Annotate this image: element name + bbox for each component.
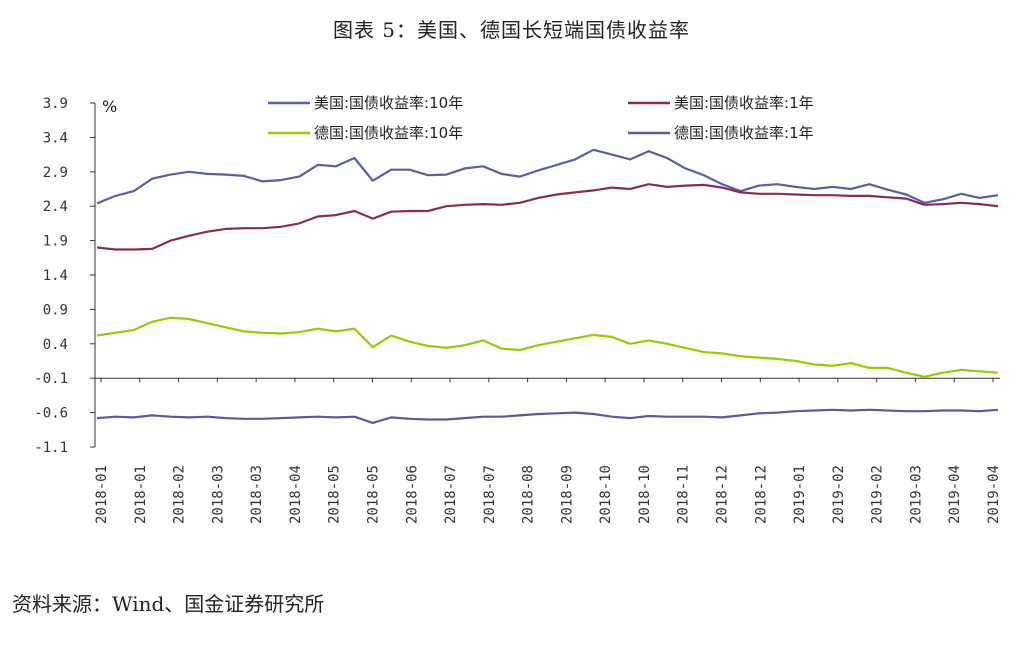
series-line-2 — [96, 183, 999, 251]
source-note: 资料来源：Wind、国金证券研究所 — [12, 592, 325, 616]
y-tick-label: 2.4 — [43, 199, 68, 215]
x-tick-label: 2018-05 — [327, 465, 343, 524]
x-tick-label: 2018-03 — [249, 465, 265, 524]
x-tick-label: 2018-07 — [482, 465, 498, 524]
x-tick-label: 2019-02 — [870, 465, 886, 524]
y-tick-label: 1.4 — [43, 268, 68, 284]
y-unit-label: % — [102, 97, 117, 116]
x-tick-label: 2019-04 — [986, 465, 1002, 524]
legend-label-3: 德国:国债收益率:10年 — [314, 124, 463, 142]
x-tick-label: 2018-06 — [404, 465, 420, 524]
y-tick-label: 0.4 — [43, 337, 68, 353]
line-chart: 3.9 3.4 2.9 2.4 1.9 1.4 0.9 0.4 -0.1 -0.6 -1.1% 201… — [34, 94, 1002, 524]
x-tick-label: 2018-12 — [715, 465, 731, 524]
x-tick-label: 2018-04 — [288, 465, 304, 524]
x-tick-label: 2018-01 — [94, 465, 110, 524]
series-line-1 — [96, 148, 999, 205]
series-line-3 — [96, 316, 999, 378]
y-tick-label: -1.1 — [34, 440, 68, 456]
series-line-4 — [96, 408, 999, 424]
x-tick-label: 2018-11 — [676, 465, 692, 524]
x-tick-label: 2018-07 — [443, 465, 459, 524]
y-tick-label: 3.9 — [43, 96, 68, 112]
x-tick-label: 2018-10 — [598, 465, 614, 524]
x-tick-label: 2018-12 — [753, 465, 769, 524]
x-tick-label: 2018-01 — [133, 465, 149, 524]
x-tick-label: 2018-02 — [172, 465, 188, 524]
x-tick-label: 2018-08 — [521, 465, 537, 524]
x-tick-label: 2019-04 — [947, 465, 963, 524]
x-tick-label: 2019-01 — [792, 465, 808, 524]
x-tick-label: 2018-10 — [637, 465, 653, 524]
x-tick-label: 2018-09 — [559, 465, 575, 524]
y-tick-label: 0.9 — [43, 302, 68, 318]
y-tick-label: -0.1 — [34, 371, 68, 387]
chart-title: 图表 5：美国、德国长短端国债收益率 — [332, 18, 691, 42]
x-tick-label: 2019-02 — [831, 465, 847, 524]
x-tick-label: 2018-05 — [365, 465, 381, 524]
legend-label-2: 美国:国债收益率:1年 — [674, 94, 814, 112]
y-tick-label: -0.6 — [34, 406, 68, 422]
legend-label-1: 美国:国债收益率:10年 — [314, 94, 463, 112]
x-tick-label: 2019-03 — [908, 465, 924, 524]
y-tick-label: 2.9 — [43, 165, 68, 181]
x-tick-label: 2018-03 — [210, 465, 226, 524]
legend-label-4: 德国:国债收益率:1年 — [674, 124, 814, 142]
y-tick-label: 1.9 — [43, 234, 68, 250]
y-tick-label: 3.4 — [43, 130, 68, 146]
